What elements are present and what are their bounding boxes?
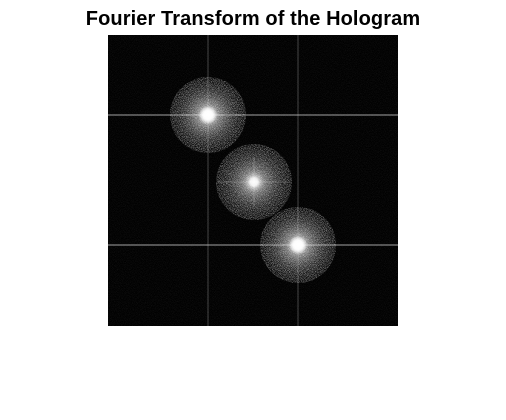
fourier-spectrum-image — [108, 35, 398, 326]
spectrum-svg — [108, 35, 398, 326]
figure-title: Fourier Transform of the Hologram — [85, 8, 421, 30]
spot-cores — [199, 106, 307, 254]
